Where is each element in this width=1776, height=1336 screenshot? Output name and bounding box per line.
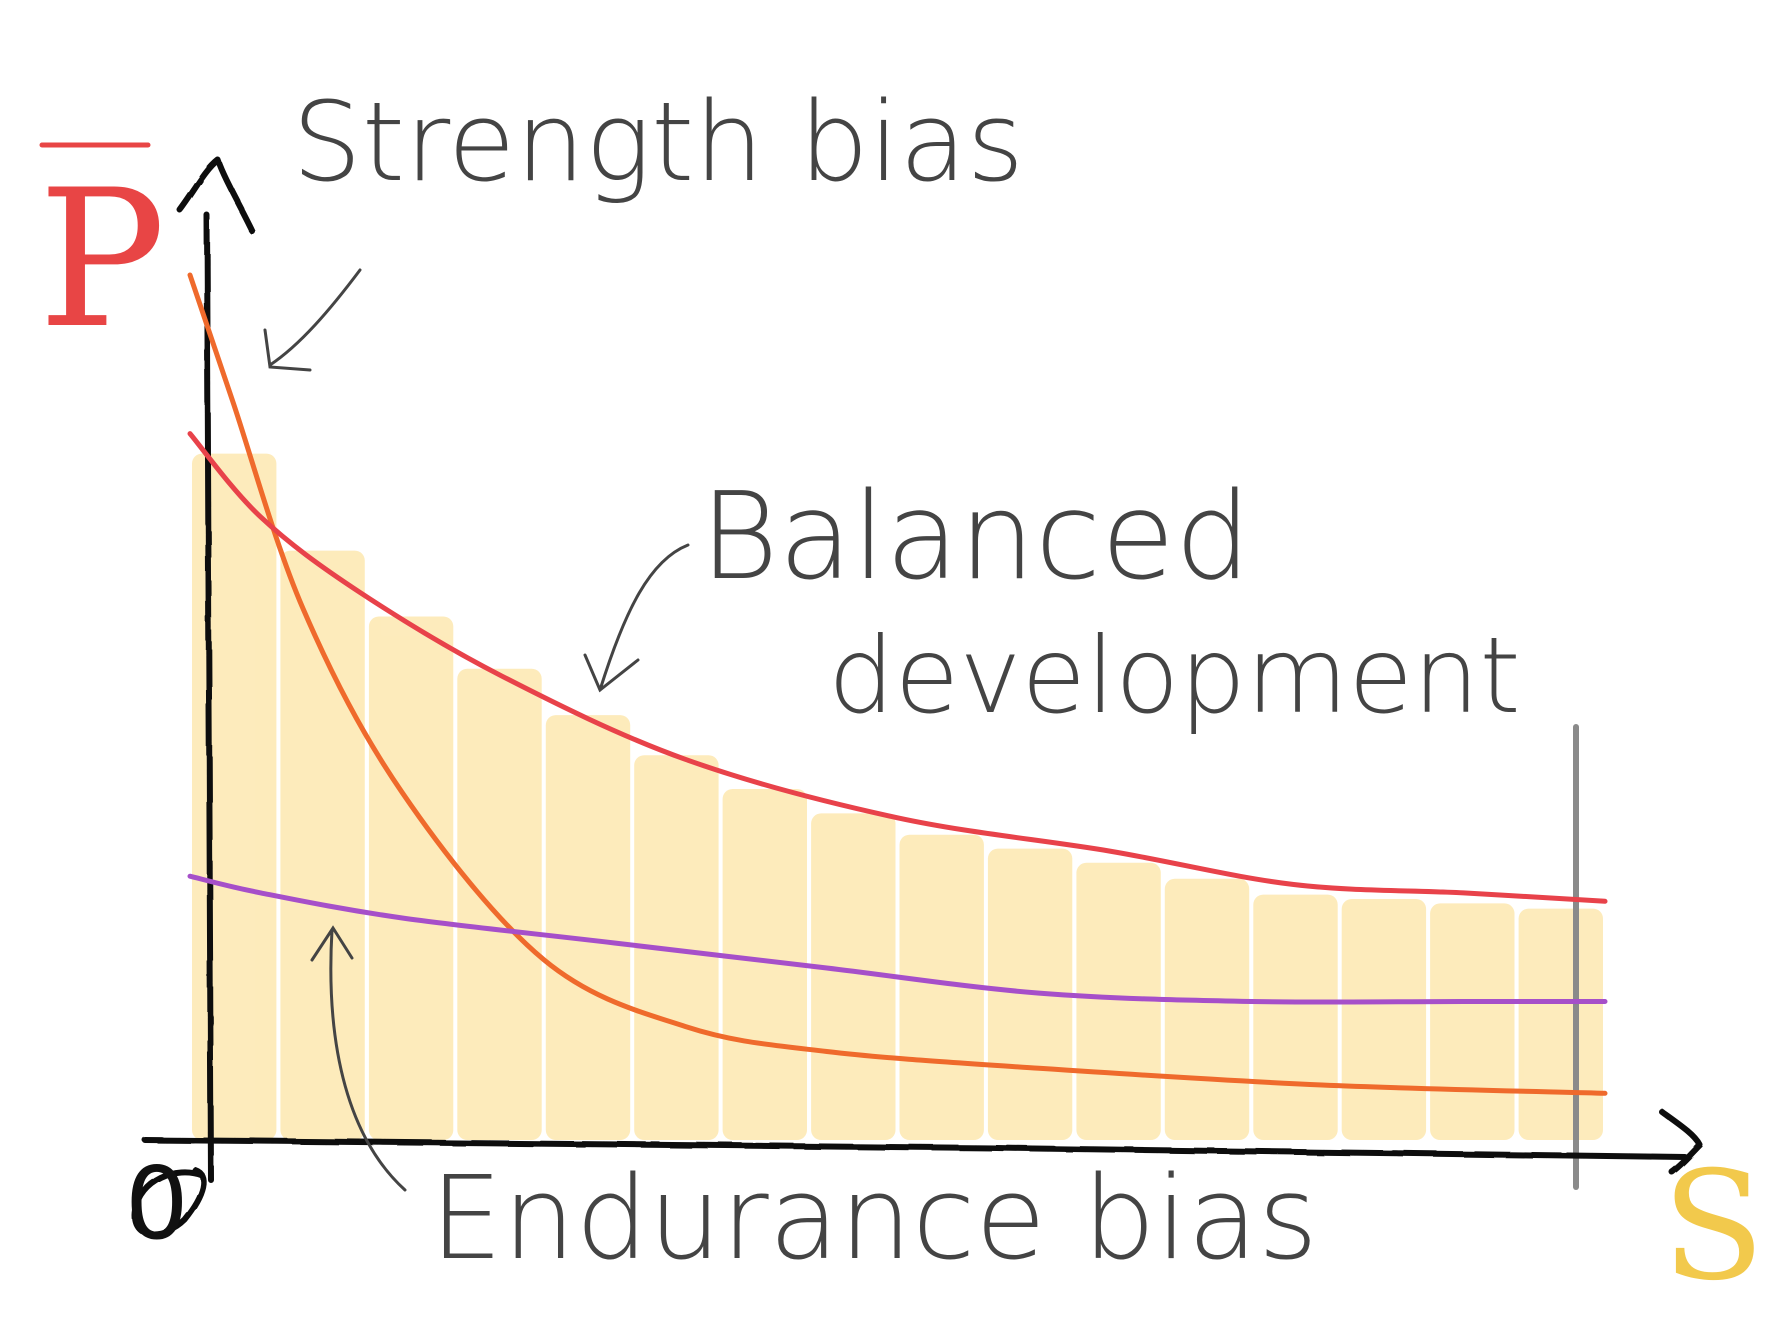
shade-stroke [457, 668, 542, 1140]
strength-arrow [263, 268, 362, 372]
x-axis-arrow [1659, 1109, 1703, 1175]
balanced-label-line2: development [828, 615, 1521, 737]
origin-mark [131, 1167, 207, 1237]
shaded-area [192, 453, 1603, 1141]
balanced-arrow [583, 543, 690, 693]
balanced-development-curve [187, 431, 1608, 904]
y-axis-label-group: P [38, 142, 166, 370]
strength-bias-curve [187, 272, 1608, 1096]
shade-stroke [1518, 908, 1603, 1140]
origin-label: 0 [125, 1145, 189, 1262]
y-axis-arrow [177, 157, 256, 235]
endurance-bias-curve [187, 873, 1608, 1005]
shade-stroke [722, 789, 807, 1140]
shade-stroke [1164, 878, 1250, 1140]
x-axis [142, 1137, 1688, 1160]
x-axis-label: S [1662, 1140, 1765, 1314]
annotation-arrows [263, 268, 690, 1192]
shade-stroke [634, 755, 719, 1140]
shade-stroke [1430, 903, 1515, 1140]
balanced-label-line1: Balanced [700, 468, 1251, 607]
shade-stroke [545, 715, 631, 1140]
shade-stroke [280, 550, 365, 1140]
axes [131, 157, 1703, 1237]
shade-stroke [192, 453, 277, 1141]
endurance-bias-label: Endurance bias [430, 1152, 1318, 1286]
y-axis-label: P [38, 149, 166, 370]
endurance-arrow [310, 925, 407, 1192]
shade-stroke [368, 616, 454, 1140]
shade-stroke [1253, 894, 1338, 1140]
shade-stroke [1341, 899, 1427, 1140]
strength-bias-label: Strength bias [292, 78, 1024, 206]
